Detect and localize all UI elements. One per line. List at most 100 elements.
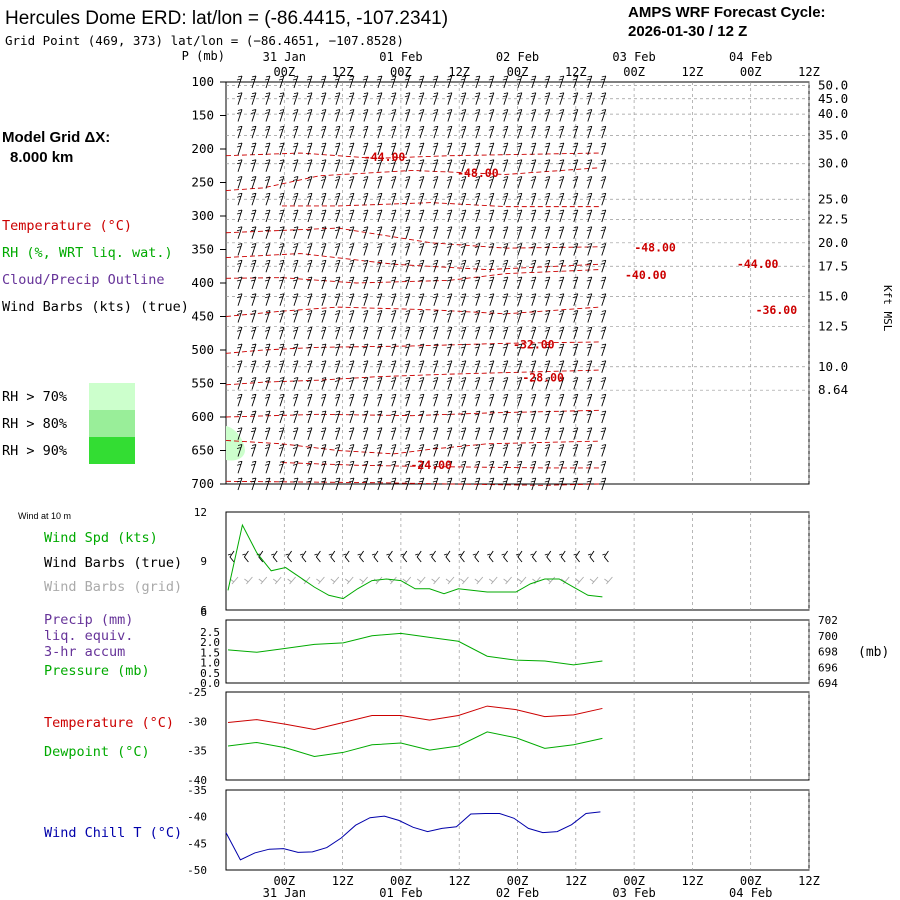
wind-barb [348, 192, 355, 206]
wind-barb [600, 109, 607, 122]
wind-barb [306, 460, 313, 474]
pressure-tick-label: 700 [818, 630, 838, 643]
wind-barb [348, 276, 355, 290]
wind-barb [320, 393, 327, 407]
wind-barb [544, 125, 551, 139]
wind-barb [432, 377, 439, 390]
wind-barb [376, 343, 383, 357]
wind-barb [502, 310, 509, 323]
isotherm [225, 369, 600, 386]
wind-barb [488, 209, 495, 223]
wind-barb [460, 393, 467, 407]
wind-barb [362, 276, 369, 290]
wind-barb [600, 427, 607, 440]
wind-barb [460, 460, 467, 474]
wind-barb [418, 477, 425, 491]
wind-barb [292, 276, 299, 290]
wind-barb [418, 159, 425, 172]
wind-barb [292, 343, 299, 357]
wind-barb [544, 176, 551, 189]
wind-barb [502, 460, 509, 474]
wind-barb [558, 142, 565, 156]
wind-barb [292, 92, 299, 105]
wind-barb [404, 427, 411, 440]
wind-barb [404, 243, 411, 256]
wind-barb [558, 243, 565, 256]
top-date-label: 31 Jan [263, 50, 306, 64]
wind-barb [502, 92, 509, 105]
height-tick-label: 12.5 [818, 319, 848, 334]
temperature-tick-label: -35 [187, 745, 207, 758]
wind-barb [432, 243, 439, 256]
dewpoint-line [227, 731, 603, 758]
wind-barb [362, 410, 369, 424]
wind-barb [488, 393, 495, 407]
wind-barb [348, 444, 355, 457]
wind-barb [502, 226, 509, 239]
wind-barb-true [242, 550, 249, 563]
wind-barb-true [285, 550, 292, 563]
wind-barb [320, 477, 327, 491]
wind-barb [250, 410, 257, 424]
wind-barb [544, 209, 551, 223]
wind-barb [404, 142, 411, 156]
wind-barb [572, 326, 579, 340]
wind-barb [432, 326, 439, 340]
wind-barb [530, 343, 537, 357]
wind-barb [558, 427, 565, 440]
wind-barb [460, 176, 467, 189]
wind-barb [502, 377, 509, 390]
wind-barb [404, 326, 411, 340]
wind-barb [502, 209, 509, 223]
wind-barb [432, 293, 439, 306]
wind-barb [348, 176, 355, 189]
wind-barb [446, 176, 453, 189]
wind-barb [306, 192, 313, 206]
wind-barb [418, 360, 425, 373]
wind-barb [278, 92, 285, 105]
wind-barb [544, 477, 551, 491]
wind-barb [320, 310, 327, 323]
wind-barb [558, 92, 565, 105]
pressure-tick-label: 650 [191, 443, 214, 458]
wind-barb [586, 75, 593, 89]
wind-barb [572, 477, 579, 491]
wind-barb [404, 477, 411, 491]
wind-barb [586, 276, 593, 290]
wind-barb [530, 310, 537, 323]
wind-barb [376, 444, 383, 457]
wind-barb [432, 92, 439, 105]
wind-speed-line [227, 523, 603, 600]
wind-barb [306, 477, 313, 491]
wind-barb [278, 75, 285, 89]
wind-barb [432, 460, 439, 474]
wind-barb [502, 142, 509, 156]
wind-barb [446, 276, 453, 290]
pressure-tick-label: 700 [191, 476, 214, 491]
wind-barb [502, 192, 509, 206]
wind-barb [488, 427, 495, 440]
wind-barb [404, 75, 411, 89]
wind-barb [558, 393, 565, 407]
wind-barb [432, 226, 439, 239]
wind-barb [432, 75, 439, 89]
wind-barb [306, 243, 313, 256]
wind-barb [404, 410, 411, 424]
wind-barb [362, 192, 369, 206]
wind-barb [236, 159, 243, 172]
wind-barb [306, 109, 313, 122]
wind-barb [600, 176, 607, 189]
wind-barb [474, 243, 481, 256]
wind-barb [446, 192, 453, 206]
isotherm [225, 306, 600, 317]
wind-barb [446, 460, 453, 474]
wind-barb [236, 377, 243, 390]
wind-barb [488, 125, 495, 139]
wind-barb [572, 176, 579, 189]
height-tick-label: 30.0 [818, 156, 848, 171]
wind-barb [432, 192, 439, 206]
wind-barb [334, 176, 341, 189]
wind-barb [530, 192, 537, 206]
wind-barb-grid [416, 576, 426, 585]
wind-barb [404, 109, 411, 122]
